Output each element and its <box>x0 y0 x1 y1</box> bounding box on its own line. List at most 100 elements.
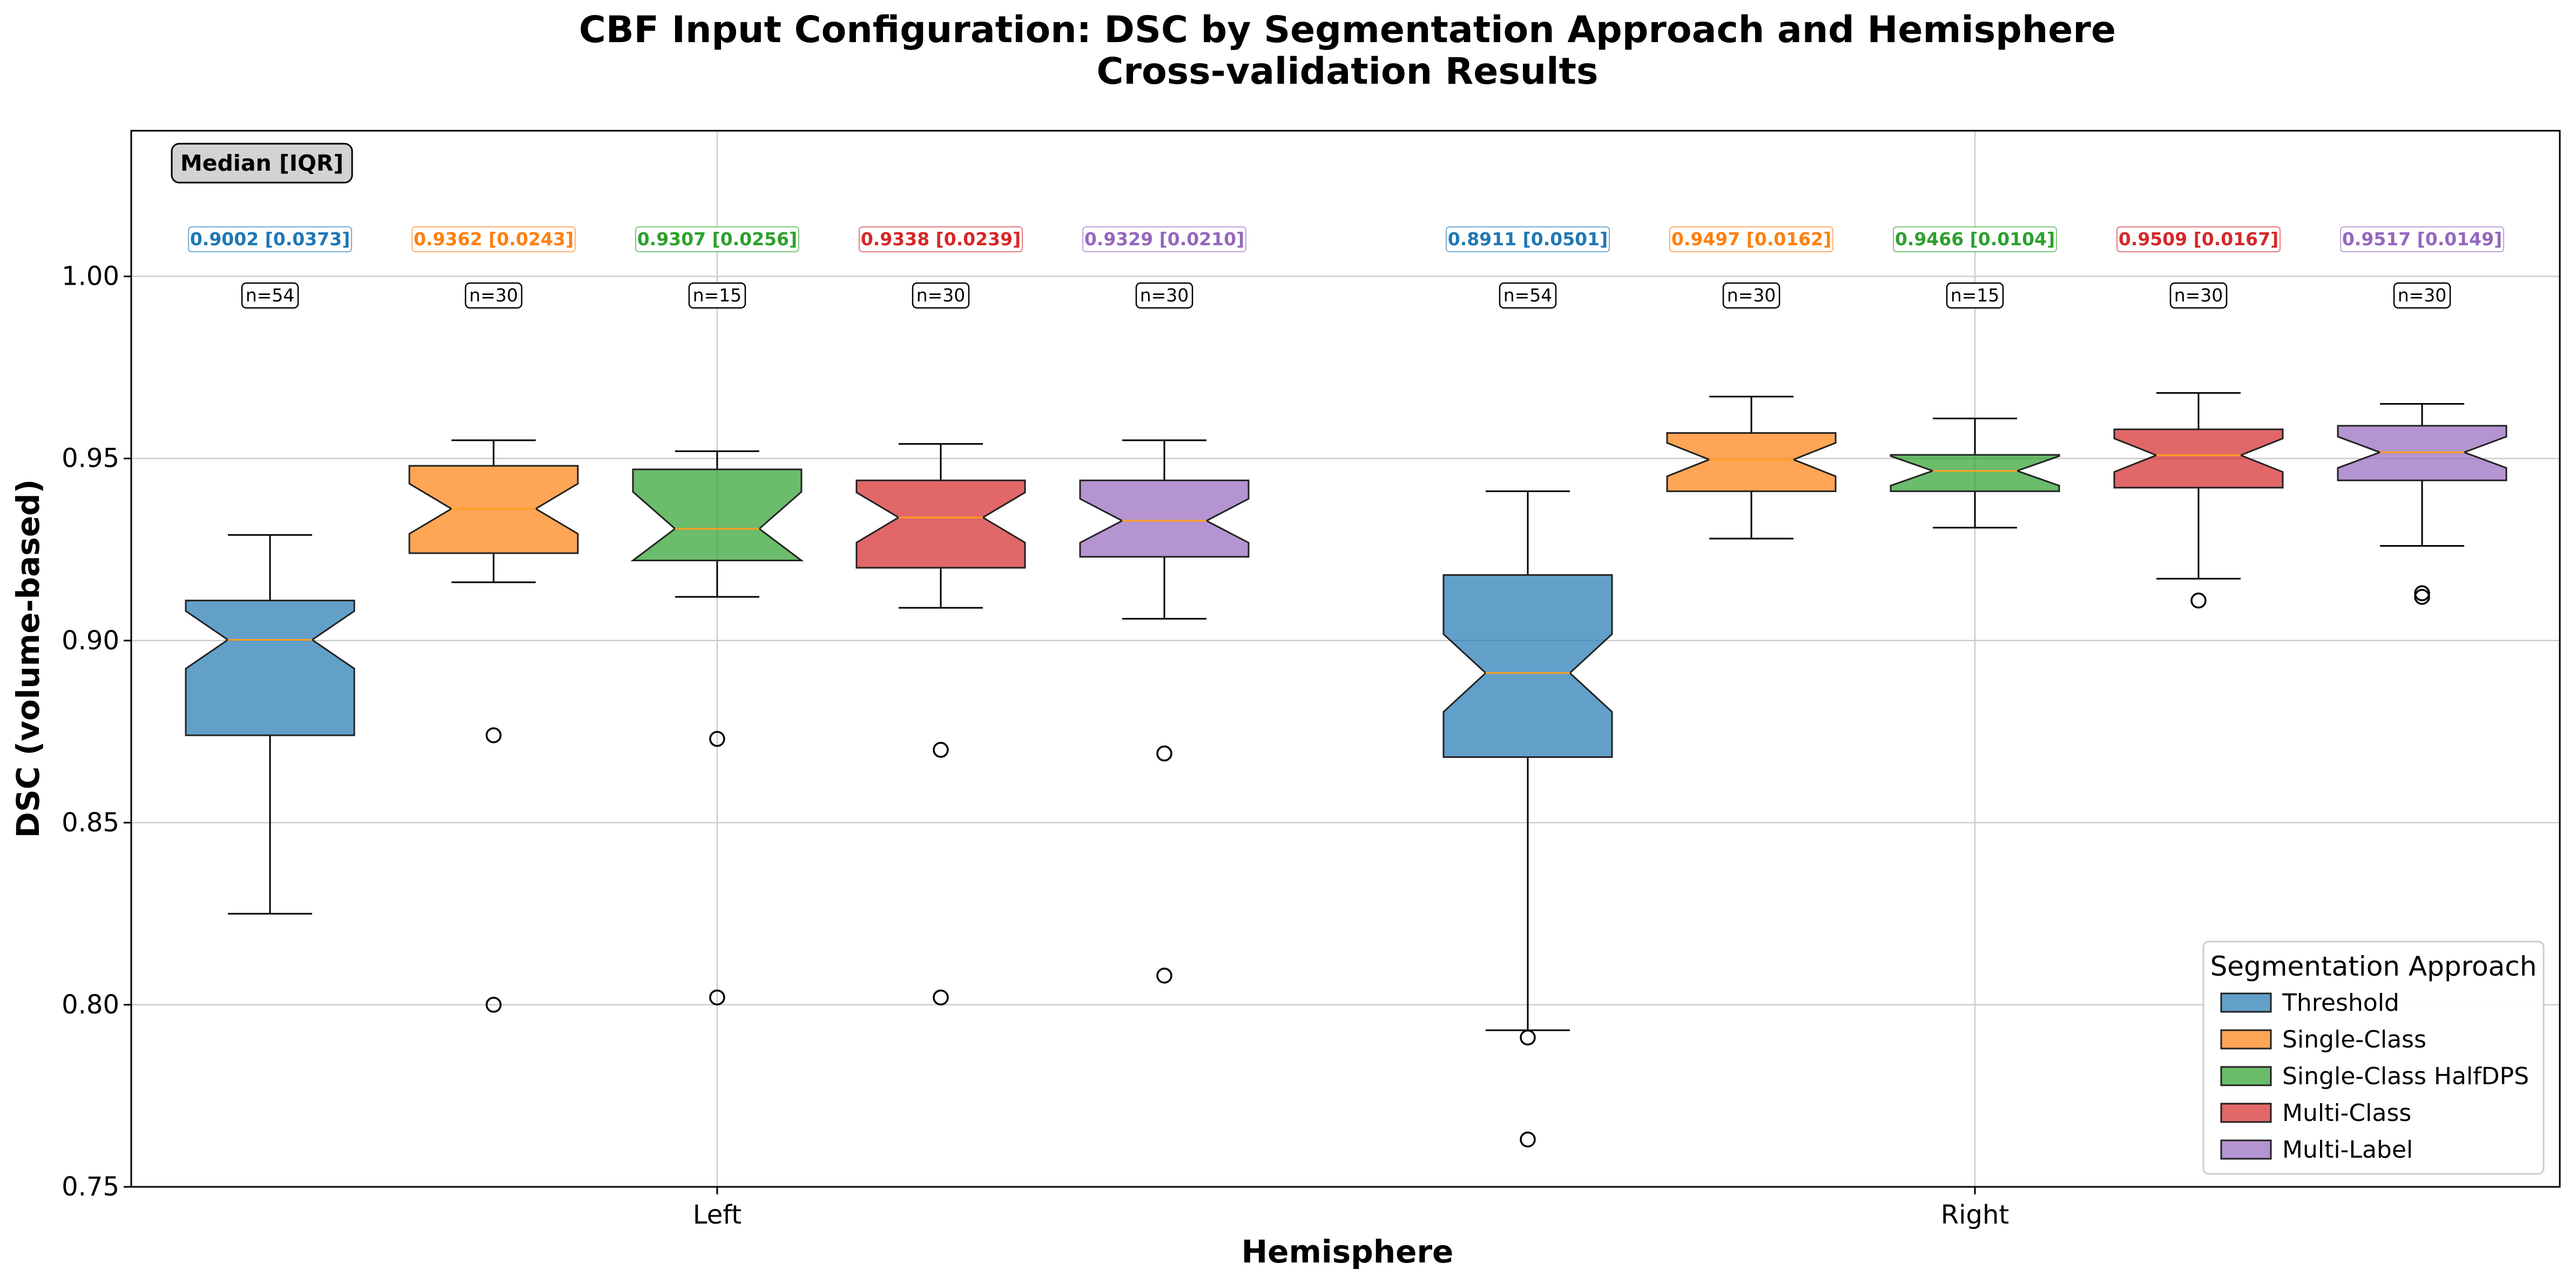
n-label-box <box>912 282 970 309</box>
n-label-box <box>1722 282 1781 309</box>
n-label: n=30 <box>2398 285 2447 306</box>
legend: Segmentation Approach Threshold Single-Cl… <box>2202 941 2545 1175</box>
median-label: 0.9002 [0.0373] <box>190 229 350 250</box>
box-body <box>855 479 1026 569</box>
legend-frame <box>2202 941 2545 1175</box>
median-label: 0.9497 [0.0162] <box>1671 229 1831 250</box>
legend-items: Threshold Single-Class Single-Class HalfDP… <box>2220 989 2529 1164</box>
outlier-point <box>2190 592 2207 609</box>
median-label: 0.9362 [0.0243] <box>414 229 574 250</box>
median-label-box <box>635 226 799 252</box>
outlier-point <box>933 989 949 1006</box>
box-body <box>630 468 804 561</box>
median-label: 0.8911 [0.0501] <box>1448 229 1608 250</box>
n-label-box <box>2169 282 2228 309</box>
median-label: 0.9517 [0.0149] <box>2342 229 2502 250</box>
box-single-class-left <box>408 439 579 1013</box>
n-label-box <box>241 282 299 309</box>
median-label-box <box>1669 226 1833 252</box>
outlier-point <box>1156 968 1172 984</box>
y-tick-label: 0.95 <box>62 444 119 474</box>
n-label-box <box>464 282 523 309</box>
box-multi-class-right <box>2113 392 2284 609</box>
y-tick-label: 1.00 <box>62 261 119 292</box>
box-multi-label-left <box>1079 439 1250 984</box>
x-axis-label: Hemisphere <box>1242 1233 1454 1270</box>
y-tick-label: 0.90 <box>62 626 119 656</box>
box-multi-label-right <box>2337 403 2507 605</box>
median-label-box <box>1446 226 1610 252</box>
legend-label: Single-Class HalfDPS <box>2282 1063 2529 1090</box>
n-label-box <box>2393 282 2451 309</box>
chart-subtitle: Cross-validation Results <box>1097 50 1599 93</box>
legend-swatch <box>2220 992 2272 1013</box>
legend-swatch <box>2220 1029 2272 1050</box>
legend-label: Single-Class <box>2282 1026 2426 1053</box>
outlier-point <box>933 742 949 758</box>
n-label: n=30 <box>1727 285 1776 306</box>
box-threshold-right <box>1442 490 1613 1148</box>
legend-label: Multi-Label <box>2282 1136 2413 1164</box>
median-label: 0.9338 [0.0239] <box>861 229 1021 250</box>
box-body <box>1442 574 1613 758</box>
n-label: n=30 <box>469 285 518 306</box>
n-label: n=30 <box>2174 285 2223 306</box>
box-plots <box>185 392 2507 1148</box>
outlier-point <box>485 997 502 1013</box>
median-iqr-badge-box <box>171 143 353 184</box>
plot-frame <box>130 130 2561 1188</box>
y-tick-label: 0.75 <box>62 1172 119 1202</box>
median-label-box <box>2116 226 2281 252</box>
legend-label: Threshold <box>2282 989 2399 1017</box>
legend-title: Segmentation Approach <box>2210 951 2537 982</box>
outlier-point <box>709 731 725 747</box>
median-iqr-badge-label: Median [IQR] <box>180 150 343 176</box>
box-body <box>1890 454 2060 492</box>
n-label: n=30 <box>916 285 966 306</box>
legend-swatch <box>2220 1139 2272 1160</box>
x-tick-label: Left <box>693 1200 741 1230</box>
median-annotations: 0.9002 [0.0373] n=54 0.8911 [0.0501] n=54 0.… <box>188 226 2504 309</box>
median-iqr-badge: Median [IQR] <box>171 143 353 184</box>
median-label-box <box>1893 226 2057 252</box>
box-body <box>1666 432 1837 492</box>
outlier-point <box>2414 589 2430 605</box>
box-body <box>1079 479 1250 558</box>
box-multi-class-left <box>855 443 1026 1006</box>
n-label: n=30 <box>1140 285 1189 306</box>
box-body <box>185 600 355 736</box>
median-label: 0.9329 [0.0210] <box>1084 229 1244 250</box>
n-label: n=15 <box>1951 285 2000 306</box>
box-single-class-right <box>1666 395 1837 540</box>
y-tick-label: 0.80 <box>62 990 119 1020</box>
y-tick-label: 0.85 <box>62 808 119 838</box>
n-label-box <box>1946 282 2004 309</box>
outlier-point <box>709 989 725 1006</box>
median-label: 0.9509 [0.0167] <box>2119 229 2278 250</box>
median-label-box <box>188 226 352 252</box>
median-label-box <box>2340 226 2504 252</box>
y-axis-label: DSC (volume-based) <box>10 479 46 838</box>
outlier-point <box>1520 1029 1536 1046</box>
median-label: 0.9466 [0.0104] <box>1895 229 2055 250</box>
legend-swatch <box>2220 1066 2272 1086</box>
box-threshold-left <box>185 534 355 915</box>
box-single-class-halfdps-right <box>1890 418 2060 529</box>
y-axis-ticks: 0.75 0.80 0.85 0.90 0.95 1.00 <box>62 261 131 1202</box>
n-label: n=54 <box>246 285 295 306</box>
box-single-class-halfdps-left <box>630 450 804 1006</box>
box-body <box>2113 428 2284 489</box>
legend-swatch <box>2220 1103 2272 1123</box>
median-label-box <box>412 226 576 252</box>
n-label-box <box>1135 282 1193 309</box>
median-label-box <box>1082 226 1246 252</box>
median-label: 0.9307 [0.0256] <box>637 229 797 250</box>
legend-label: Multi-Class <box>2282 1099 2411 1127</box>
outlier-point <box>1520 1131 1536 1148</box>
n-label-box <box>1499 282 1557 309</box>
n-label: n=15 <box>693 285 742 306</box>
median-label-box <box>859 226 1023 252</box>
x-tick-label: Right <box>1941 1200 2009 1230</box>
